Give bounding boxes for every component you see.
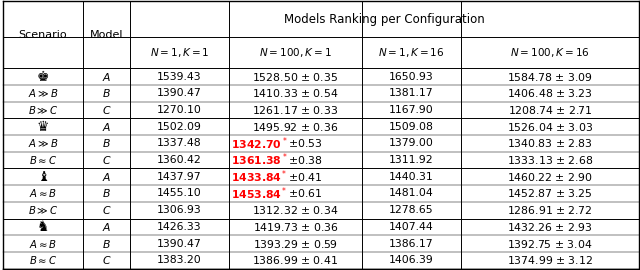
Text: $B\approx C$: $B\approx C$ (29, 254, 57, 266)
Text: 1509.08: 1509.08 (389, 122, 434, 132)
Text: 1386.99 $\pm$ 0.41: 1386.99 $\pm$ 0.41 (252, 254, 339, 266)
Text: $A$: $A$ (102, 221, 111, 233)
Text: 1392.75 $\pm$ 3.04: 1392.75 $\pm$ 3.04 (507, 238, 593, 249)
Text: Scenario: Scenario (19, 30, 67, 40)
Text: $A\approx B$: $A\approx B$ (29, 238, 57, 249)
Text: 1407.44: 1407.44 (389, 222, 434, 232)
Text: 1539.43: 1539.43 (157, 72, 202, 82)
Text: $B\gg C$: $B\gg C$ (28, 204, 58, 216)
Text: $C$: $C$ (102, 254, 111, 266)
Text: 1333.13 $\pm$ 2.68: 1333.13 $\pm$ 2.68 (506, 154, 593, 166)
Text: 1340.83 $\pm$ 2.83: 1340.83 $\pm$ 2.83 (507, 137, 593, 149)
Text: 1452.87 $\pm$ 3.25: 1452.87 $\pm$ 3.25 (507, 187, 593, 200)
Text: 1381.17: 1381.17 (389, 88, 434, 98)
Text: $A\approx B$: $A\approx B$ (29, 187, 57, 200)
Text: 1337.48: 1337.48 (157, 138, 202, 148)
Text: 1286.91 $\pm$ 2.72: 1286.91 $\pm$ 2.72 (507, 204, 593, 216)
Text: $B$: $B$ (102, 187, 111, 200)
Text: 1311.92: 1311.92 (389, 155, 434, 165)
Text: 1270.10: 1270.10 (157, 105, 202, 115)
Text: 1502.09: 1502.09 (157, 122, 202, 132)
Text: 1455.10: 1455.10 (157, 188, 202, 198)
Text: 1432.26 $\pm$ 2.93: 1432.26 $\pm$ 2.93 (507, 221, 593, 233)
Text: $B\approx C$: $B\approx C$ (29, 154, 57, 166)
Text: 1419.73 $\pm$ 0.36: 1419.73 $\pm$ 0.36 (253, 221, 339, 233)
Text: 1360.42: 1360.42 (157, 155, 202, 165)
Text: $\pm 0.38$: $\pm 0.38$ (289, 154, 323, 166)
Text: $A$: $A$ (102, 171, 111, 183)
Text: $N=100,K=16$: $N=100,K=16$ (510, 46, 589, 59)
Text: $B$: $B$ (102, 87, 111, 99)
Text: 1261.17 $\pm$ 0.33: 1261.17 $\pm$ 0.33 (252, 104, 339, 116)
Text: 1312.32 $\pm$ 0.34: 1312.32 $\pm$ 0.34 (252, 204, 339, 216)
Text: $N=100,K=1$: $N=100,K=1$ (259, 46, 332, 59)
Text: $A\gg B$: $A\gg B$ (28, 87, 58, 99)
Text: 1650.93: 1650.93 (389, 72, 434, 82)
Text: ♞: ♞ (36, 220, 49, 234)
Text: $N=1,K=1$: $N=1,K=1$ (150, 46, 209, 59)
Text: $\mathbf{1433.84}^*$: $\mathbf{1433.84}^*$ (232, 168, 288, 185)
Text: 1374.99 $\pm$ 3.12: 1374.99 $\pm$ 3.12 (507, 254, 593, 266)
Text: 1208.74 $\pm$ 2.71: 1208.74 $\pm$ 2.71 (508, 104, 592, 116)
Text: $C$: $C$ (102, 204, 111, 216)
Text: 1410.33 $\pm$ 0.54: 1410.33 $\pm$ 0.54 (252, 87, 339, 99)
Text: Models Ranking per Configuration: Models Ranking per Configuration (284, 13, 485, 26)
Text: $B$: $B$ (102, 137, 111, 149)
Text: 1390.47: 1390.47 (157, 88, 202, 98)
Text: $A$: $A$ (102, 121, 111, 133)
Text: $B$: $B$ (102, 238, 111, 249)
Text: 1386.17: 1386.17 (389, 239, 434, 249)
Text: 1383.20: 1383.20 (157, 255, 202, 265)
Text: ♝: ♝ (36, 170, 49, 184)
Text: 1390.47: 1390.47 (157, 239, 202, 249)
Text: 1481.04: 1481.04 (389, 188, 434, 198)
Text: $\mathbf{1361.38}^*$: $\mathbf{1361.38}^*$ (231, 152, 288, 168)
Text: $\pm 0.41$: $\pm 0.41$ (289, 171, 323, 183)
Text: 1426.33: 1426.33 (157, 222, 202, 232)
Text: ♛: ♛ (36, 120, 49, 134)
Text: 1379.00: 1379.00 (389, 138, 434, 148)
Text: $A\gg B$: $A\gg B$ (28, 137, 58, 149)
Text: 1584.78 $\pm$ 3.09: 1584.78 $\pm$ 3.09 (507, 70, 593, 83)
Text: 1393.29 $\pm$ 0.59: 1393.29 $\pm$ 0.59 (253, 238, 338, 249)
Text: $A$: $A$ (102, 70, 111, 83)
Text: $\pm 0.61$: $\pm 0.61$ (289, 187, 323, 200)
Text: 1528.50 $\pm$ 0.35: 1528.50 $\pm$ 0.35 (252, 70, 339, 83)
Text: 1460.22 $\pm$ 2.90: 1460.22 $\pm$ 2.90 (507, 171, 593, 183)
Text: $C$: $C$ (102, 104, 111, 116)
Text: 1526.04 $\pm$ 3.03: 1526.04 $\pm$ 3.03 (507, 121, 593, 133)
Text: 1437.97: 1437.97 (157, 172, 202, 182)
Text: 1406.39: 1406.39 (389, 255, 434, 265)
Text: 1495.92 $\pm$ 0.36: 1495.92 $\pm$ 0.36 (252, 121, 339, 133)
Text: Model: Model (90, 30, 124, 40)
Text: 1167.90: 1167.90 (389, 105, 434, 115)
Text: 1440.31: 1440.31 (389, 172, 434, 182)
Text: ♚: ♚ (36, 70, 49, 83)
Text: $N=1,K=16$: $N=1,K=16$ (378, 46, 445, 59)
Text: $\mathbf{1453.84}^*$: $\mathbf{1453.84}^*$ (232, 185, 288, 202)
Text: $\pm 0.53$: $\pm 0.53$ (289, 137, 323, 149)
Text: 1306.93: 1306.93 (157, 205, 202, 215)
Text: 1278.65: 1278.65 (389, 205, 434, 215)
Text: $B\gg C$: $B\gg C$ (28, 104, 58, 116)
Text: $C$: $C$ (102, 154, 111, 166)
Text: $\mathbf{1342.70}^*$: $\mathbf{1342.70}^*$ (231, 135, 288, 152)
Text: 1406.48 $\pm$ 3.23: 1406.48 $\pm$ 3.23 (507, 87, 593, 99)
